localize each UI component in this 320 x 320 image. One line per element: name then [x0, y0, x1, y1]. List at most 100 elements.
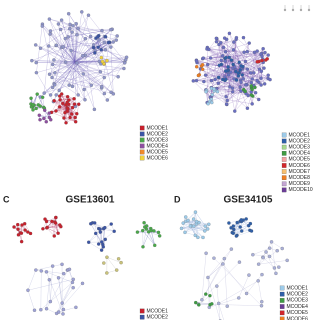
node: [149, 228, 153, 233]
node: [64, 121, 68, 125]
edge: [146, 225, 159, 233]
node: [32, 308, 37, 312]
edge: [27, 279, 74, 291]
panel-label: D: [174, 194, 181, 204]
node: [50, 75, 54, 80]
node: [41, 227, 45, 231]
edge: [98, 35, 102, 50]
node: [234, 234, 239, 238]
node: [70, 105, 75, 110]
edge: [142, 228, 147, 247]
legend-label: MCODE4: [147, 143, 169, 149]
node: [37, 113, 42, 117]
node: [66, 35, 70, 39]
edge: [52, 61, 76, 88]
node: [99, 48, 104, 52]
node: [191, 217, 196, 221]
node: [229, 70, 233, 74]
legend-label: MCODE4: [287, 304, 309, 310]
edge: [106, 257, 117, 271]
node: [205, 62, 210, 67]
node: [26, 288, 30, 292]
legend-label: MCODE7: [289, 169, 311, 175]
node: [144, 224, 149, 228]
node: [105, 58, 109, 63]
node: [236, 71, 240, 75]
node: [45, 225, 49, 230]
node: [34, 106, 38, 111]
node: [56, 310, 61, 314]
legend-label: MCODE9: [289, 181, 311, 187]
node: [299, 8, 303, 12]
node: [252, 50, 257, 55]
legend-label: MCODE2: [147, 131, 169, 137]
edge: [245, 87, 255, 92]
edge: [148, 231, 155, 246]
node: [76, 26, 80, 31]
node: [40, 24, 44, 28]
edge: [190, 225, 204, 238]
node: [105, 271, 109, 275]
node: [62, 271, 66, 276]
edge: [236, 230, 252, 237]
legend-label: MCODE3: [289, 145, 311, 151]
node: [267, 246, 272, 250]
node: [194, 78, 199, 83]
edge: [74, 61, 124, 69]
edge: [48, 45, 92, 86]
node: [61, 45, 65, 49]
node: [83, 98, 87, 102]
node: [225, 304, 229, 308]
edge: [74, 61, 114, 94]
edge: [40, 282, 73, 310]
node: [224, 102, 229, 106]
node: [82, 87, 86, 92]
node: [89, 222, 93, 226]
node: [38, 118, 42, 122]
edge: [42, 24, 76, 63]
node: [217, 63, 221, 67]
node: [54, 43, 59, 47]
node: [111, 40, 115, 44]
node: [203, 229, 207, 233]
node: [57, 88, 61, 93]
node: [97, 38, 101, 42]
edge: [49, 279, 51, 302]
edge: [207, 263, 223, 278]
node: [250, 102, 254, 106]
node: [204, 251, 208, 255]
node: [191, 79, 196, 83]
edge: [74, 57, 127, 63]
node: [53, 221, 58, 225]
node: [31, 108, 35, 112]
legend-label: MCODE4: [289, 151, 311, 157]
node: [200, 63, 205, 67]
node: [245, 67, 250, 71]
edge: [181, 218, 194, 229]
node: [224, 69, 228, 73]
node: [106, 40, 111, 45]
node: [80, 281, 85, 286]
node: [249, 84, 253, 88]
edge: [233, 221, 241, 230]
node: [116, 75, 120, 79]
node: [229, 226, 233, 230]
node: [231, 62, 235, 67]
node: [38, 104, 42, 108]
node: [207, 47, 211, 52]
legend-label: MCODE8: [289, 175, 311, 181]
legend-swatch: [139, 137, 145, 143]
node: [184, 215, 188, 219]
edge: [74, 61, 108, 101]
node: [102, 261, 106, 265]
edge: [104, 61, 126, 94]
edge: [218, 83, 248, 109]
edge: [50, 61, 76, 96]
node: [280, 246, 284, 251]
node: [226, 65, 230, 69]
node: [54, 215, 58, 220]
node: [266, 53, 270, 57]
edge: [263, 257, 275, 269]
node: [227, 221, 231, 225]
edge: [17, 229, 28, 233]
